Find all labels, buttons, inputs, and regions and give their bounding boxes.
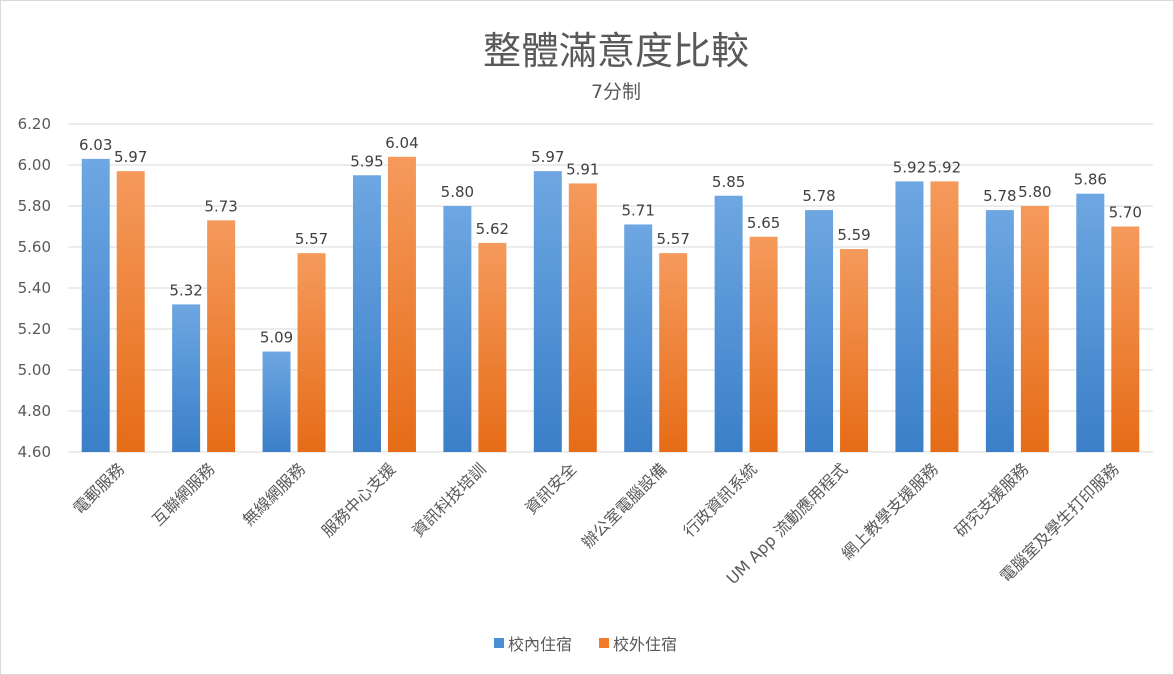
y-tick-label: 5.80 [18, 197, 51, 215]
y-tick-label: 4.60 [18, 443, 51, 461]
data-label-series-1: 5.32 [169, 281, 202, 299]
y-tick-label: 4.80 [18, 402, 51, 420]
bar-series-2 [749, 236, 778, 452]
data-label-series-2: 5.62 [476, 220, 509, 238]
y-axis-ticks: 4.60 4.80 5.00 5.20 5.40 5.60 5.80 6.00 6.20 [18, 115, 51, 461]
bar-series-2 [659, 253, 688, 452]
x-category-label: 服務中心支援 [318, 459, 399, 540]
data-label-series-2: 5.65 [747, 214, 780, 232]
x-category-label: 辦公室電腦設備 [578, 459, 671, 552]
bar-series-2 [387, 156, 416, 453]
legend-label-series-2: 校外住宿 [613, 635, 677, 654]
chart-title: 整體滿意度比較 [483, 29, 749, 73]
y-tick-label: 6.00 [18, 156, 51, 174]
x-category-label: 行政資訊系統 [680, 459, 761, 540]
bar-series-1 [533, 171, 562, 452]
bar-series-2 [116, 171, 145, 452]
bar-series-2 [207, 220, 236, 452]
data-label-series-1: 5.85 [712, 173, 745, 191]
bar-series-2 [930, 181, 959, 452]
legend-swatch-series-1 [494, 638, 504, 648]
data-label-series-1: 6.03 [79, 136, 112, 154]
x-category-label: 互聯網服務 [148, 459, 218, 529]
y-tick-label: 5.60 [18, 238, 51, 256]
bar-series-1 [985, 210, 1014, 452]
legend-label-series-1: 校內住宿 [508, 635, 572, 654]
x-category-label: 資訊科技培訓 [408, 459, 489, 540]
data-label-series-2: 5.92 [928, 158, 961, 176]
y-tick-label: 5.20 [18, 320, 51, 338]
data-label-series-2: 5.57 [295, 230, 328, 248]
legend: 校內住宿 校外住宿 [494, 635, 677, 654]
y-tick-label: 5.00 [18, 361, 51, 379]
data-label-series-1: 5.86 [1074, 171, 1107, 189]
bar-series-1 [624, 224, 653, 452]
data-label-series-2: 6.04 [385, 134, 418, 152]
x-category-label: 電郵服務 [69, 459, 128, 518]
data-label-series-2: 5.91 [566, 160, 599, 178]
data-label-series-2: 5.59 [837, 226, 870, 244]
data-label-series-1: 5.95 [350, 152, 383, 170]
data-label-series-1: 5.78 [983, 187, 1016, 205]
bar-series-1 [805, 210, 834, 452]
x-category-label: 研究支援服務 [951, 459, 1032, 540]
bar-series-1 [81, 158, 110, 452]
data-label-series-1: 5.97 [531, 148, 564, 166]
data-label-series-1: 5.78 [802, 187, 835, 205]
y-tick-label: 5.40 [18, 279, 51, 297]
data-label-series-1: 5.09 [260, 329, 293, 347]
legend-swatch-series-2 [599, 638, 609, 648]
bar-series-1 [714, 195, 743, 452]
bar-series-2 [1020, 206, 1049, 452]
bar-series-2 [478, 242, 507, 452]
bar-series-1 [352, 175, 381, 452]
data-label-series-1: 5.71 [622, 201, 655, 219]
chart-subtitle: 7分制 [591, 81, 641, 103]
bar-series-2 [1111, 226, 1140, 452]
data-label-series-1: 5.80 [441, 183, 474, 201]
bar-series-2 [297, 253, 326, 452]
data-label-series-2: 5.97 [114, 148, 147, 166]
bars [81, 156, 1140, 453]
bar-series-2 [568, 183, 597, 452]
y-tick-label: 6.20 [18, 115, 51, 133]
bar-series-1 [895, 181, 924, 452]
bar-series-1 [1076, 193, 1105, 452]
x-category-label: 資訊安全 [521, 459, 580, 518]
bar-series-2 [840, 249, 869, 452]
data-label-series-2: 5.70 [1109, 204, 1142, 222]
data-label-series-2: 5.80 [1018, 183, 1051, 201]
bar-series-1 [172, 304, 201, 452]
data-label-series-1: 5.92 [893, 158, 926, 176]
data-label-series-2: 5.73 [204, 197, 237, 215]
bar-series-1 [262, 351, 291, 452]
data-labels: 6.035.975.325.735.095.575.956.045.805.62… [79, 134, 1142, 347]
x-category-label: 網上教學支援服務 [838, 459, 942, 563]
gridlines [68, 123, 1153, 453]
bar-series-1 [443, 206, 472, 452]
data-label-series-2: 5.57 [657, 230, 690, 248]
x-category-label: 無線網服務 [239, 459, 309, 529]
